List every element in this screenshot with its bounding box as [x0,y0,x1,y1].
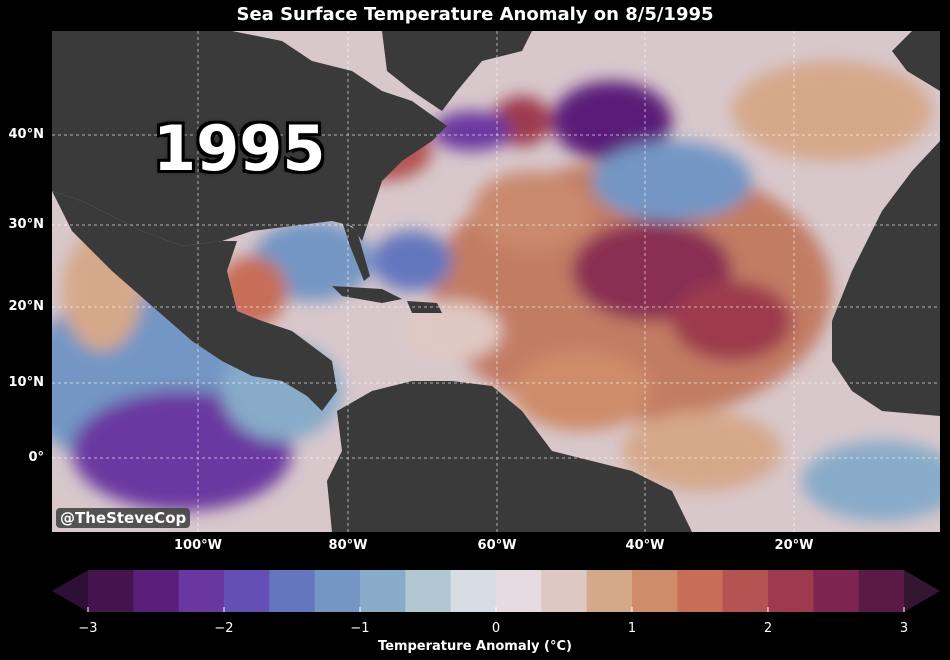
colorbar-swatch [133,570,180,612]
year-overlay: 1995 [153,112,326,185]
colorbar-label: Temperature Anomaly (°C) [378,639,572,654]
colorbar-swatch [314,570,361,612]
map-title: Sea Surface Temperature Anomaly on 8/5/1… [236,4,714,25]
lat-label-10n: 10°N [8,375,44,390]
colorbar-swatch [722,570,769,612]
colorbar-tick-label: 3 [899,621,909,636]
colorbar-extend-max [904,570,940,612]
lat-label-40n: 40°N [8,127,44,142]
colorbar-swatch [450,570,497,612]
colorbar-tick-marks [87,607,905,612]
lon-label-60w: 60°W [477,538,517,553]
colorbar-swatch [178,570,225,612]
map-canvas [52,31,940,532]
colorbar-tick-label: 2 [763,621,773,636]
colorbar-extend-min [52,570,88,612]
lon-label-100w: 100°W [174,538,222,553]
colorbar-swatch [858,570,905,612]
colorbar-tick-label: −1 [350,621,370,636]
colorbar-swatch [88,570,134,612]
colorbar-tick-label: −2 [214,621,234,636]
graticule [52,31,940,532]
colorbar-swatch [269,570,316,612]
sst-anomaly-map [52,31,940,532]
lon-label-40w: 40°W [625,538,665,553]
colorbar-swatch [496,570,542,612]
colorbar-tick-label: 0 [491,621,501,636]
colorbar-tick-label: −3 [78,621,98,636]
colorbar [52,570,940,612]
colorbar-swatch [224,570,270,612]
colorbar-swatch [677,570,724,612]
lon-label-80w: 80°W [328,538,368,553]
colorbar-swatch [813,570,860,612]
watermark: @TheSteveCop [56,508,191,528]
lat-label-0: 0° [28,450,44,465]
colorbar-swatches [52,570,940,612]
colorbar-swatch [632,570,678,612]
colorbar-tick-label: 1 [627,621,637,636]
colorbar-swatch [405,570,452,612]
lon-label-20w: 20°W [774,538,814,553]
colorbar-swatch [541,570,588,612]
colorbar-swatch [360,570,406,612]
land-masses [52,31,940,532]
lat-label-30n: 30°N [8,217,44,232]
colorbar-swatch [586,570,633,612]
colorbar-swatch [768,570,814,612]
lat-label-20n: 20°N [8,299,44,314]
